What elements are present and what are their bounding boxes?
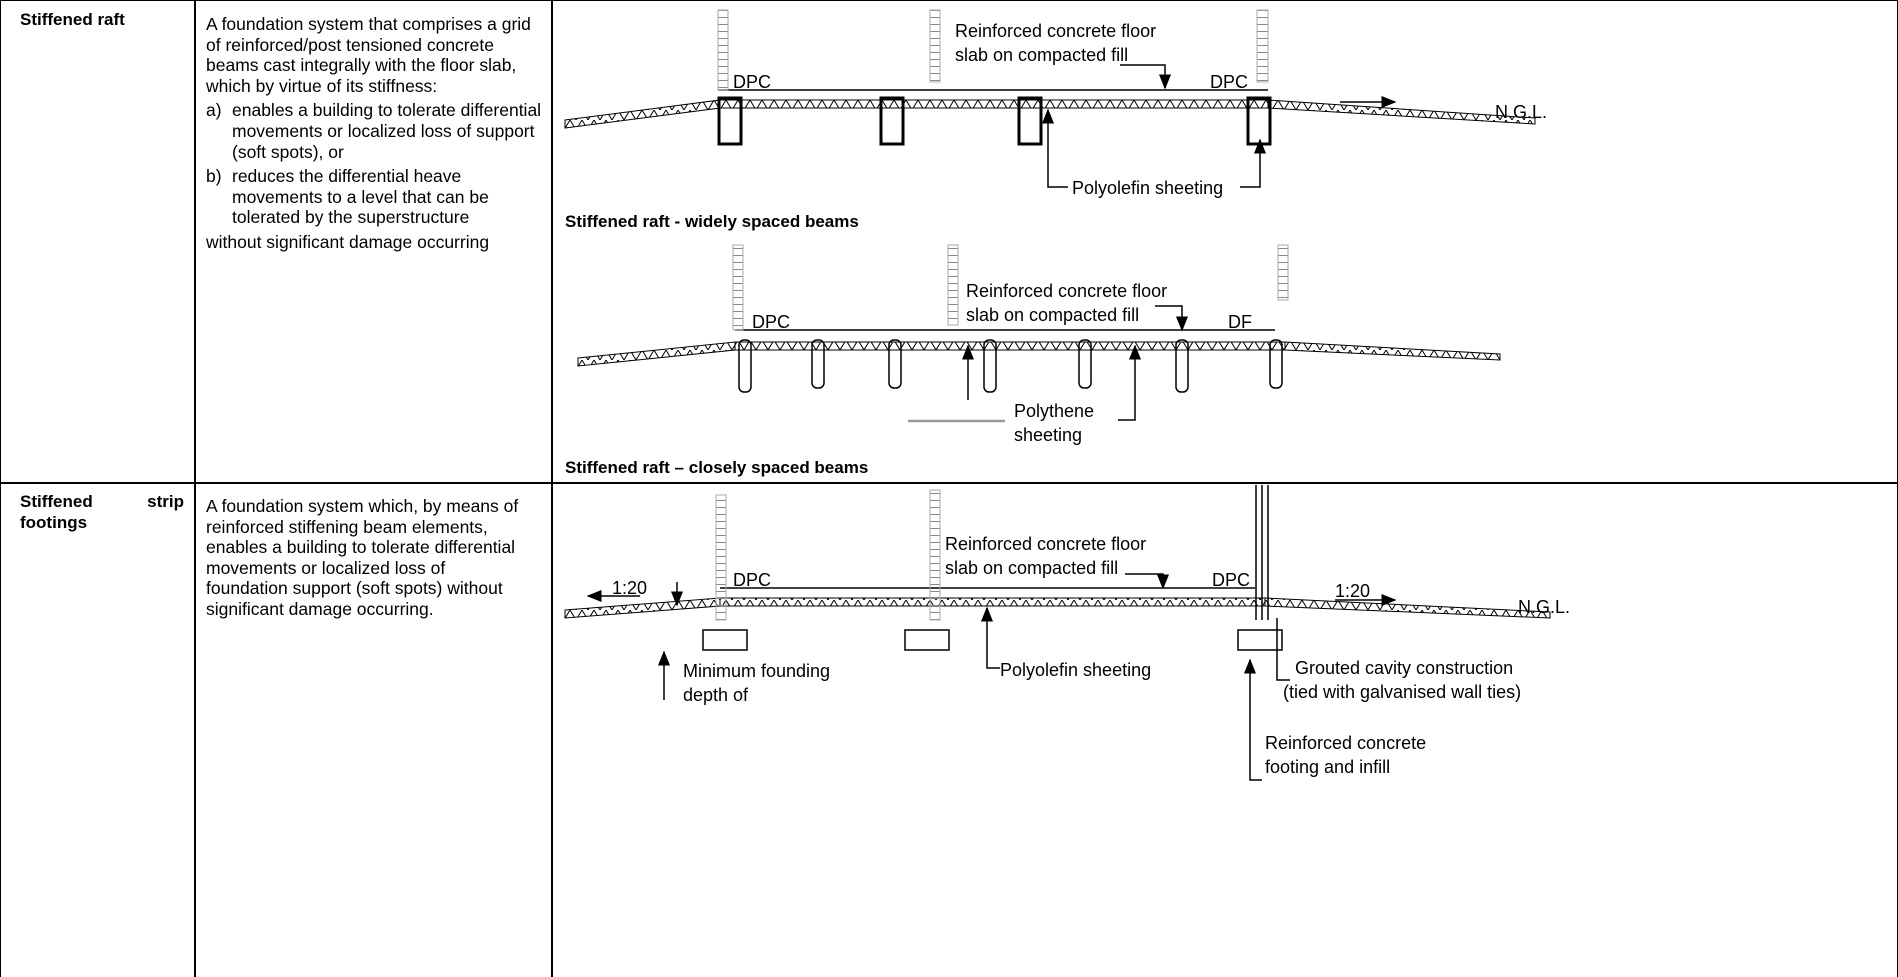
- label: N.G.L.: [1495, 102, 1547, 122]
- leader: [1240, 138, 1266, 188]
- label: N.G.L.: [1518, 597, 1570, 617]
- label: slab on compacted fill: [945, 558, 1118, 578]
- label: Grouted cavity construction: [1295, 658, 1513, 678]
- wall: [715, 494, 727, 621]
- wall: [1256, 9, 1269, 83]
- caption: Stiffened raft - widely spaced beams: [565, 212, 859, 231]
- wall: [732, 244, 744, 331]
- label: slab on compacted fill: [955, 45, 1128, 65]
- list-item: b) reduces the differential heave movemen…: [206, 166, 544, 228]
- figure-closely-spaced: Reinforced concrete floor slab on compac…: [565, 244, 1501, 477]
- label: 1:20: [612, 578, 647, 598]
- label: Reinforced concrete floor: [966, 281, 1167, 301]
- footings: [702, 629, 1283, 651]
- cell: [0, 0, 196, 484]
- description: A foundation system that comprises a gri…: [206, 14, 544, 253]
- figure-widely-spaced: Reinforced concrete floor slab on compac…: [564, 9, 1547, 231]
- cell: [0, 482, 196, 977]
- leader: [1244, 658, 1262, 781]
- leader: [1125, 573, 1169, 590]
- label: Reinforced concrete floor: [955, 21, 1156, 41]
- intro: A foundation system which, by means of r…: [206, 496, 519, 619]
- fill: [719, 597, 1266, 607]
- label: Polyolefin sheeting: [1072, 178, 1223, 198]
- label: (tied with galvanised wall ties): [1283, 682, 1521, 702]
- label: DPC: [1212, 570, 1250, 590]
- figure-strip-footings: Reinforced concrete floor slab on compac…: [564, 485, 1570, 781]
- label: footing and infill: [1265, 757, 1390, 777]
- item-text: enables a building to tolerate different…: [232, 100, 542, 162]
- wall: [1255, 485, 1269, 620]
- fill: [734, 341, 1286, 351]
- beams: [738, 339, 1283, 393]
- ground: [1264, 597, 1551, 619]
- label: slab on compacted fill: [966, 305, 1139, 325]
- item-text: reduces the differential heave movements…: [232, 166, 489, 228]
- row-name: Stiffened strip footings: [20, 492, 184, 532]
- leader: [1276, 618, 1290, 681]
- leader: [1118, 344, 1141, 421]
- marker: b): [206, 166, 222, 187]
- wall: [947, 244, 959, 326]
- row-name: Stiffened raft: [20, 10, 125, 29]
- leader: [1042, 108, 1068, 188]
- marker: a): [206, 100, 222, 121]
- leader: [981, 606, 1000, 669]
- label: DPC: [733, 570, 771, 590]
- description: A foundation system which, by means of r…: [206, 496, 526, 620]
- leader: [1120, 64, 1171, 90]
- label: Polyolefin sheeting: [1000, 660, 1151, 680]
- leader: [1155, 305, 1188, 332]
- list-item: a) enables a building to tolerate differe…: [206, 100, 544, 162]
- wall: [1277, 244, 1289, 301]
- fill: [717, 99, 1269, 109]
- label: depth of: [683, 685, 749, 705]
- ground: [577, 341, 736, 367]
- cell: [194, 0, 553, 484]
- label: Polythene: [1014, 401, 1094, 421]
- label: Minimum founding: [683, 661, 830, 681]
- label: sheeting: [1014, 425, 1082, 445]
- label: DPC: [752, 312, 790, 332]
- cell: [194, 482, 553, 977]
- ground: [564, 99, 721, 129]
- wall: [717, 9, 729, 91]
- outro: without significant damage occurring: [206, 231, 490, 252]
- label: 1:20: [1335, 581, 1370, 601]
- label: DPC: [1210, 72, 1248, 92]
- wall: [929, 9, 941, 83]
- caption: Stiffened raft – closely spaced beams: [565, 458, 868, 477]
- wall: [929, 489, 941, 621]
- intro: A foundation system that comprises a gri…: [206, 14, 531, 96]
- label: Reinforced concrete: [1265, 733, 1426, 753]
- ground: [1284, 341, 1501, 361]
- label: DF: [1228, 312, 1252, 332]
- label: Reinforced concrete floor: [945, 534, 1146, 554]
- ground: [564, 597, 721, 619]
- label: DPC: [733, 72, 771, 92]
